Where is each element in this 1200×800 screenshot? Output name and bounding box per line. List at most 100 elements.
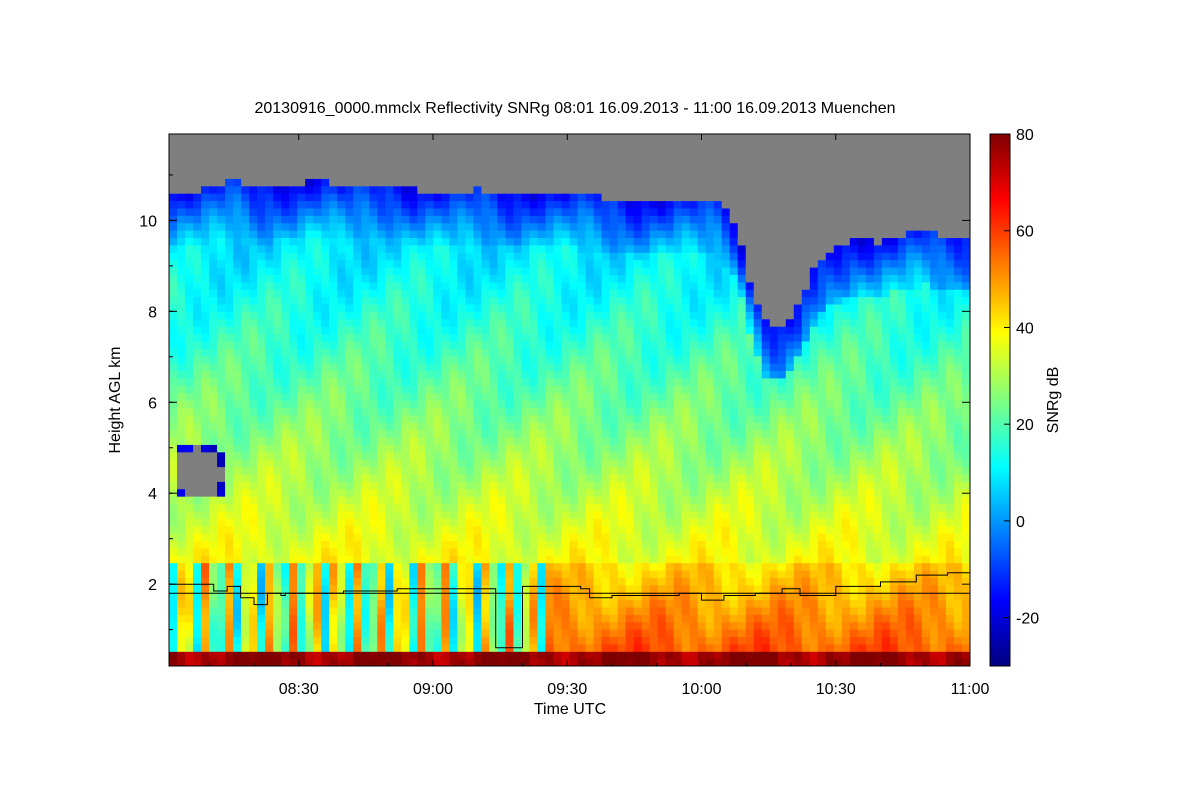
heatmap-cell — [401, 230, 410, 239]
heatmap-cell — [361, 459, 370, 468]
heatmap-cell — [697, 599, 707, 608]
heatmap-cell — [545, 414, 555, 423]
heatmap-cell — [625, 237, 635, 246]
heatmap-cell — [321, 156, 330, 165]
heatmap-cell — [521, 370, 531, 379]
heatmap-cell — [225, 629, 234, 638]
heatmap-cell — [497, 636, 507, 645]
heatmap-cell — [585, 606, 595, 615]
heatmap-cell — [513, 252, 523, 261]
heatmap-cell — [705, 400, 715, 408]
heatmap-cell — [273, 651, 282, 660]
heatmap-cell — [657, 444, 667, 453]
heatmap-cell — [281, 274, 290, 283]
heatmap-cell — [641, 636, 651, 645]
heatmap-cell — [665, 355, 675, 364]
heatmap-cell — [281, 451, 290, 460]
heatmap-cell — [521, 422, 531, 431]
heatmap-cell — [697, 510, 707, 519]
heatmap-cell — [265, 274, 274, 283]
heatmap-cell — [473, 488, 482, 497]
heatmap-cell — [433, 518, 442, 527]
heatmap-cell — [345, 141, 354, 150]
heatmap-cell — [489, 148, 499, 157]
heatmap-cell — [217, 503, 226, 512]
heatmap-cell — [473, 244, 482, 253]
heatmap-cell — [633, 643, 643, 652]
heatmap-cell — [537, 237, 547, 246]
heatmap-cell — [553, 311, 563, 320]
heatmap-cell — [585, 436, 595, 445]
heatmap-cell — [385, 555, 394, 564]
heatmap-cell — [561, 569, 571, 578]
heatmap-cell — [457, 525, 466, 534]
heatmap-cell — [657, 134, 667, 142]
heatmap-cell — [537, 274, 547, 283]
heatmap-cell — [281, 614, 290, 623]
heatmap-cell — [337, 215, 346, 224]
heatmap-cell — [697, 355, 707, 364]
heatmap-cell — [553, 148, 563, 157]
heatmap-cell — [673, 451, 683, 460]
heatmap-cell — [449, 518, 458, 527]
heatmap-cell — [249, 200, 258, 209]
heatmap-cell — [409, 370, 418, 379]
heatmap-cell — [513, 370, 523, 379]
heatmap-cell — [313, 562, 322, 571]
heatmap-cell — [417, 599, 426, 608]
heatmap-cell — [305, 215, 314, 224]
heatmap-cell — [681, 496, 691, 505]
heatmap-cell — [241, 281, 250, 290]
heatmap-cell — [321, 185, 330, 194]
heatmap-cell — [561, 540, 571, 549]
heatmap-cell — [345, 185, 354, 194]
heatmap-cell — [209, 170, 218, 179]
heatmap-cell — [425, 267, 434, 275]
heatmap-cell — [193, 459, 202, 468]
heatmap-cell — [377, 252, 386, 261]
heatmap-cell — [617, 599, 627, 608]
heatmap-cell — [545, 547, 555, 556]
heatmap-cell — [705, 414, 715, 423]
heatmap-cell — [329, 525, 338, 534]
heatmap-cell — [673, 355, 683, 364]
heatmap-cell — [585, 215, 595, 224]
heatmap-cell — [217, 156, 226, 165]
heatmap-cell — [233, 651, 242, 660]
heatmap-cell — [505, 141, 515, 150]
heatmap-cell — [641, 510, 651, 519]
heatmap-cell — [697, 466, 707, 475]
heatmap-cell — [281, 207, 290, 216]
heatmap-cell — [553, 178, 563, 187]
heatmap-cell — [321, 267, 330, 275]
heatmap-cell — [585, 318, 595, 327]
heatmap-cell — [425, 281, 434, 290]
heatmap-cell — [689, 148, 699, 157]
heatmap-cell — [665, 267, 675, 275]
heatmap-cell — [513, 599, 523, 608]
heatmap-cell — [657, 215, 667, 224]
heatmap-cell — [225, 363, 234, 372]
heatmap-cell — [193, 658, 202, 666]
heatmap-cell — [433, 488, 442, 497]
heatmap-cell — [305, 340, 314, 349]
heatmap-cell — [329, 599, 338, 608]
heatmap-cell — [553, 466, 563, 475]
heatmap-cell — [545, 525, 555, 534]
heatmap-cell — [465, 267, 474, 275]
heatmap-cell — [193, 281, 202, 290]
heatmap-cell — [457, 163, 466, 172]
heatmap-cell — [225, 244, 234, 253]
heatmap-cell — [177, 466, 186, 475]
heatmap-cell — [705, 614, 715, 623]
heatmap-cell — [657, 451, 667, 460]
heatmap-cell — [233, 230, 242, 239]
heatmap-cell — [361, 148, 370, 157]
heatmap-cell — [425, 621, 434, 630]
heatmap-cell — [369, 207, 378, 216]
heatmap-cell — [377, 562, 386, 571]
heatmap-cell — [393, 237, 402, 246]
heatmap-cell — [169, 466, 178, 475]
heatmap-cell — [369, 259, 378, 268]
heatmap-cell — [505, 193, 515, 202]
